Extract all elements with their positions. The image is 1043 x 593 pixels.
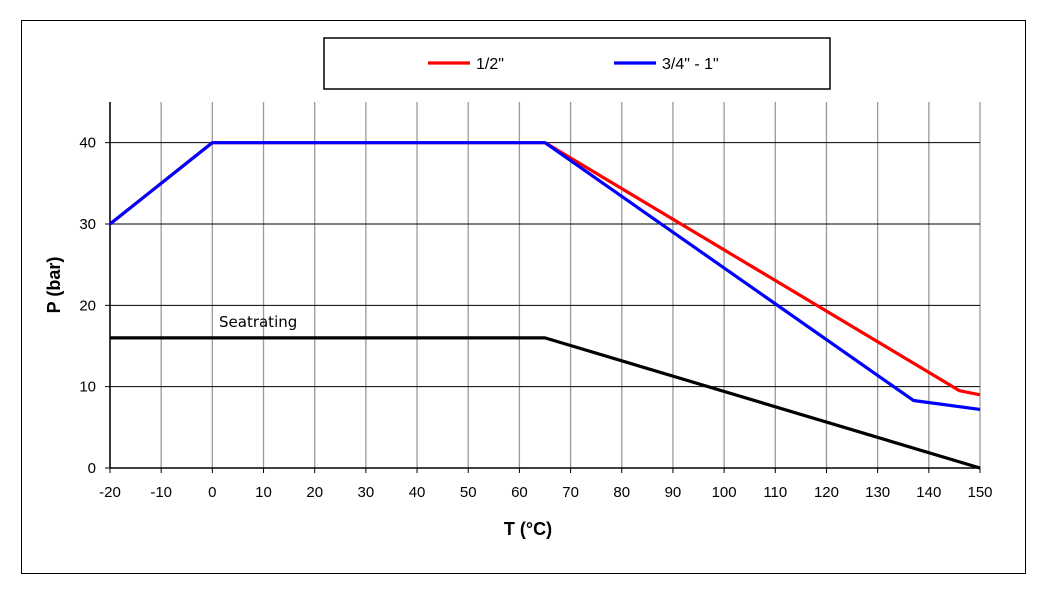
x-tick-label: 60 [511, 484, 528, 501]
x-tick-label: 140 [916, 484, 941, 501]
y-axis-title: P (bar) [44, 257, 64, 314]
y-tick-label: 20 [79, 297, 96, 314]
y-tick-label: 40 [79, 135, 96, 152]
axes [105, 102, 981, 473]
y-tick-label: 30 [79, 216, 96, 233]
x-tick-label: 110 [763, 484, 787, 501]
x-tick-label: 0 [208, 484, 216, 501]
grid-lines [109, 102, 981, 468]
x-tick-label: 130 [865, 484, 890, 501]
x-tick-label: 100 [712, 484, 737, 501]
x-tick-label: 150 [967, 484, 992, 501]
x-axis-title: T (°C) [504, 519, 552, 539]
x-tick-label: 40 [409, 484, 426, 501]
legend-box [323, 37, 831, 90]
x-tick-label: 30 [358, 484, 375, 501]
x-tick-label: 10 [255, 484, 272, 501]
x-tick-label: 80 [613, 484, 630, 501]
chart-frame [21, 20, 1026, 574]
seat-rating-annotation: Seatrating [219, 313, 297, 331]
legend: 1/2" 3/4" - 1" [323, 37, 831, 90]
x-tick-label: 20 [306, 484, 323, 501]
x-tick-label: 50 [460, 484, 477, 501]
x-tick-label: 90 [665, 484, 682, 501]
x-tick-label: 70 [562, 484, 579, 501]
series-line-1 [109, 141, 981, 412]
x-tick-label: -10 [150, 484, 172, 501]
tick-labels: -20 -10 0 10 20 30 40 50 60 70 80 90 100 110 120 130 140… [79, 135, 992, 501]
x-tick-label: -20 [99, 484, 121, 501]
legend-label: 1/2" [476, 56, 504, 73]
legend-label: 3/4" - 1" [662, 56, 719, 73]
y-tick-label: 10 [79, 379, 96, 396]
data-series [109, 141, 981, 470]
series-line-2 [110, 336, 981, 470]
x-tick-label: 120 [814, 484, 839, 501]
y-tick-label: 0 [88, 460, 96, 477]
